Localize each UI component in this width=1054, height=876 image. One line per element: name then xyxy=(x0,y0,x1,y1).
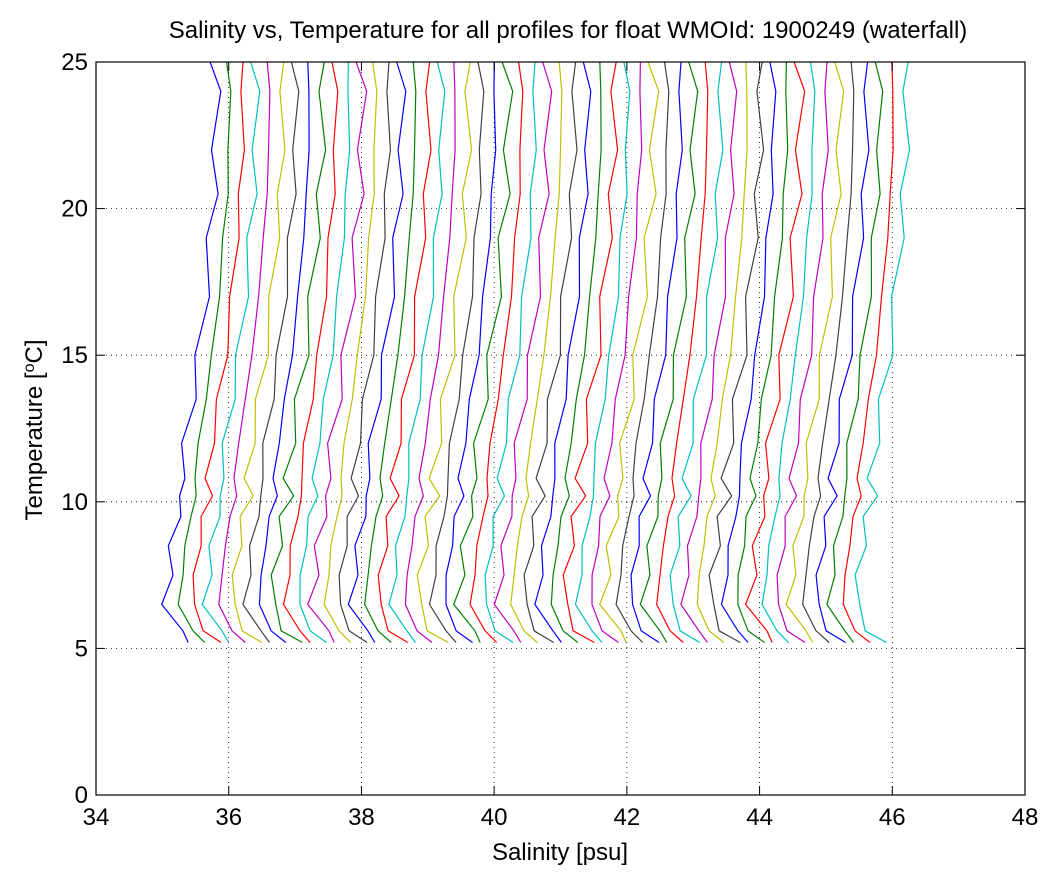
profile-line xyxy=(854,61,911,644)
profile-line xyxy=(826,61,884,643)
profile-line xyxy=(428,61,485,643)
y-tick-label: 20 xyxy=(61,196,88,223)
profile-line xyxy=(307,61,368,643)
y-tick-label: 0 xyxy=(75,782,88,809)
profile-line xyxy=(615,61,670,643)
profile-line xyxy=(574,61,631,643)
profile-line xyxy=(404,61,456,643)
y-tick-label: 5 xyxy=(75,635,88,662)
profile-line xyxy=(282,61,339,643)
profile-line xyxy=(656,61,709,643)
profile-line xyxy=(258,61,310,643)
x-tick-label: 36 xyxy=(215,804,242,831)
profile-line xyxy=(453,61,514,643)
tick-labels: 34 36 38 40 42 44 46 48 0 5 10 15 20 25 xyxy=(61,49,1038,831)
axes xyxy=(95,61,1026,796)
chart-title: Salinity vs, Temperature for all profile… xyxy=(169,17,968,44)
profile-line xyxy=(802,61,855,643)
profile-line xyxy=(550,61,602,643)
profile-line xyxy=(639,61,699,643)
profile-line xyxy=(720,61,777,643)
profile-line xyxy=(323,61,378,643)
profile-line xyxy=(469,61,524,643)
y-axis-label-main: Temperature [ xyxy=(21,372,48,520)
profile-line xyxy=(630,61,683,644)
axes-box xyxy=(95,61,1026,796)
y-tick-label: 25 xyxy=(61,49,88,76)
profile-line xyxy=(761,61,816,643)
profile-line xyxy=(231,61,286,644)
profile-line xyxy=(599,61,660,643)
y-axis-label-tail: C] xyxy=(21,340,48,364)
profile-line xyxy=(669,61,724,644)
profile-line xyxy=(299,61,351,643)
plot-area xyxy=(96,62,1025,795)
profile-line xyxy=(737,61,789,643)
x-tick-label: 44 xyxy=(746,804,773,831)
profile-line xyxy=(708,61,765,644)
profile-line xyxy=(523,61,578,644)
y-axis-label: Temperature [oC] xyxy=(21,340,48,521)
x-tick-label: 40 xyxy=(481,804,508,831)
x-axis-label: Salinity [psu] xyxy=(492,839,628,866)
profile-line xyxy=(218,61,271,643)
profile-line xyxy=(510,61,563,643)
profile-line xyxy=(445,61,497,643)
profile-line xyxy=(744,61,806,643)
profile-line xyxy=(347,61,407,643)
profile-line xyxy=(534,61,592,643)
profile-line xyxy=(201,61,261,643)
profile-line xyxy=(696,61,748,643)
profile-line xyxy=(364,61,417,643)
profile-line xyxy=(815,61,870,644)
grid-lines xyxy=(96,62,1025,795)
profile-line xyxy=(192,61,246,644)
profile-line xyxy=(388,61,446,643)
profile-line xyxy=(484,61,537,644)
x-tick-label: 48 xyxy=(1012,804,1039,831)
x-tick-label: 46 xyxy=(879,804,906,831)
profile-line xyxy=(377,61,432,644)
profile-line xyxy=(416,61,473,644)
y-tick-label: 10 xyxy=(61,489,88,516)
profile-line xyxy=(242,61,300,643)
profile-line xyxy=(338,61,392,644)
profile-line xyxy=(680,61,738,643)
x-tick-label: 38 xyxy=(348,804,375,831)
profile-line xyxy=(562,61,619,644)
profile-line xyxy=(161,61,222,643)
profile-line xyxy=(591,61,643,643)
profile-line xyxy=(270,61,327,644)
x-tick-label: 34 xyxy=(83,804,110,831)
profile-line xyxy=(493,61,553,643)
profile-line xyxy=(785,61,845,643)
profile-line xyxy=(776,61,829,644)
profile-line xyxy=(842,61,894,643)
profile-line xyxy=(177,61,232,643)
y-tick-label: 15 xyxy=(61,342,88,369)
series-layer xyxy=(161,61,911,644)
x-tick-label: 42 xyxy=(614,804,641,831)
y-axis-label-sup: o xyxy=(21,363,38,372)
